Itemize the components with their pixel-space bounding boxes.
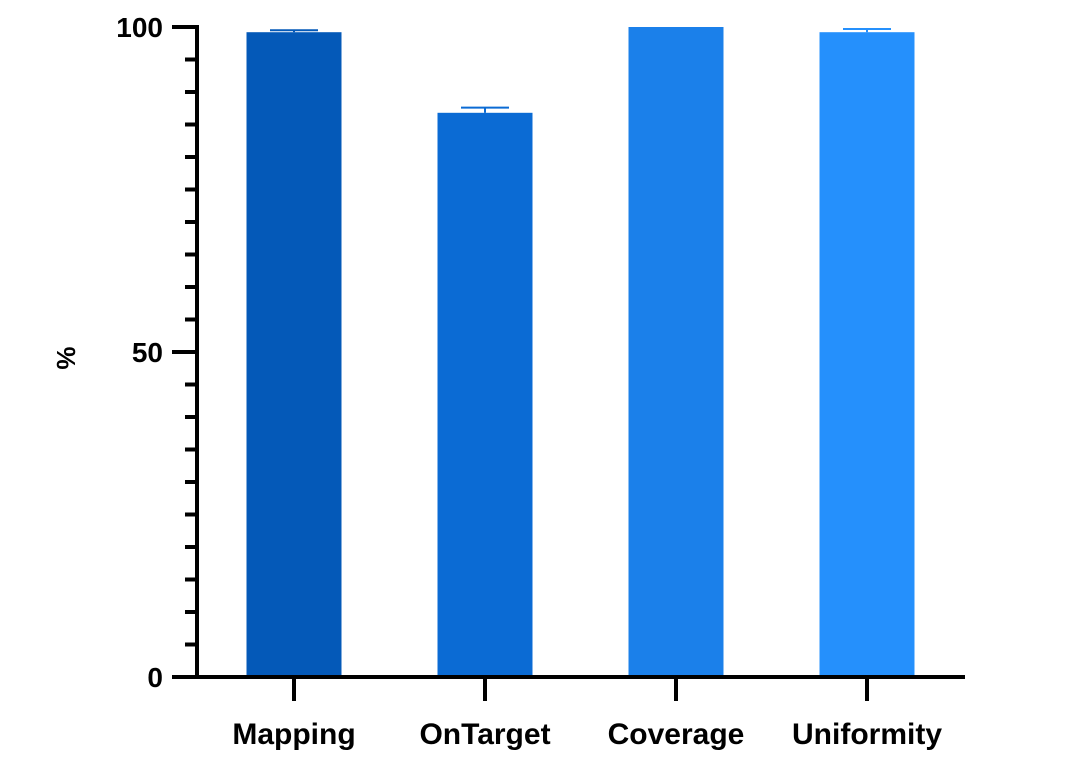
x-axis: Mapping OnTarget Coverage Uniformity xyxy=(172,675,965,751)
y-tick-label: 50 xyxy=(132,337,163,368)
y-axis-label: % xyxy=(51,346,81,369)
bar-uniformity xyxy=(819,32,915,677)
x-tick-label: Uniformity xyxy=(792,718,942,751)
x-tick-label: OnTarget xyxy=(419,718,550,751)
y-tick-label: 100 xyxy=(116,12,163,43)
y-tick-label: 0 xyxy=(147,662,163,693)
bar-ontarget xyxy=(437,112,533,678)
y-axis: 0 50 100 xyxy=(116,12,199,693)
bars-group xyxy=(246,27,915,678)
x-tick-label: Mapping xyxy=(232,718,355,751)
x-tick-label: Coverage xyxy=(608,718,745,751)
bar-mapping xyxy=(246,32,342,677)
bar-coverage xyxy=(628,27,724,677)
